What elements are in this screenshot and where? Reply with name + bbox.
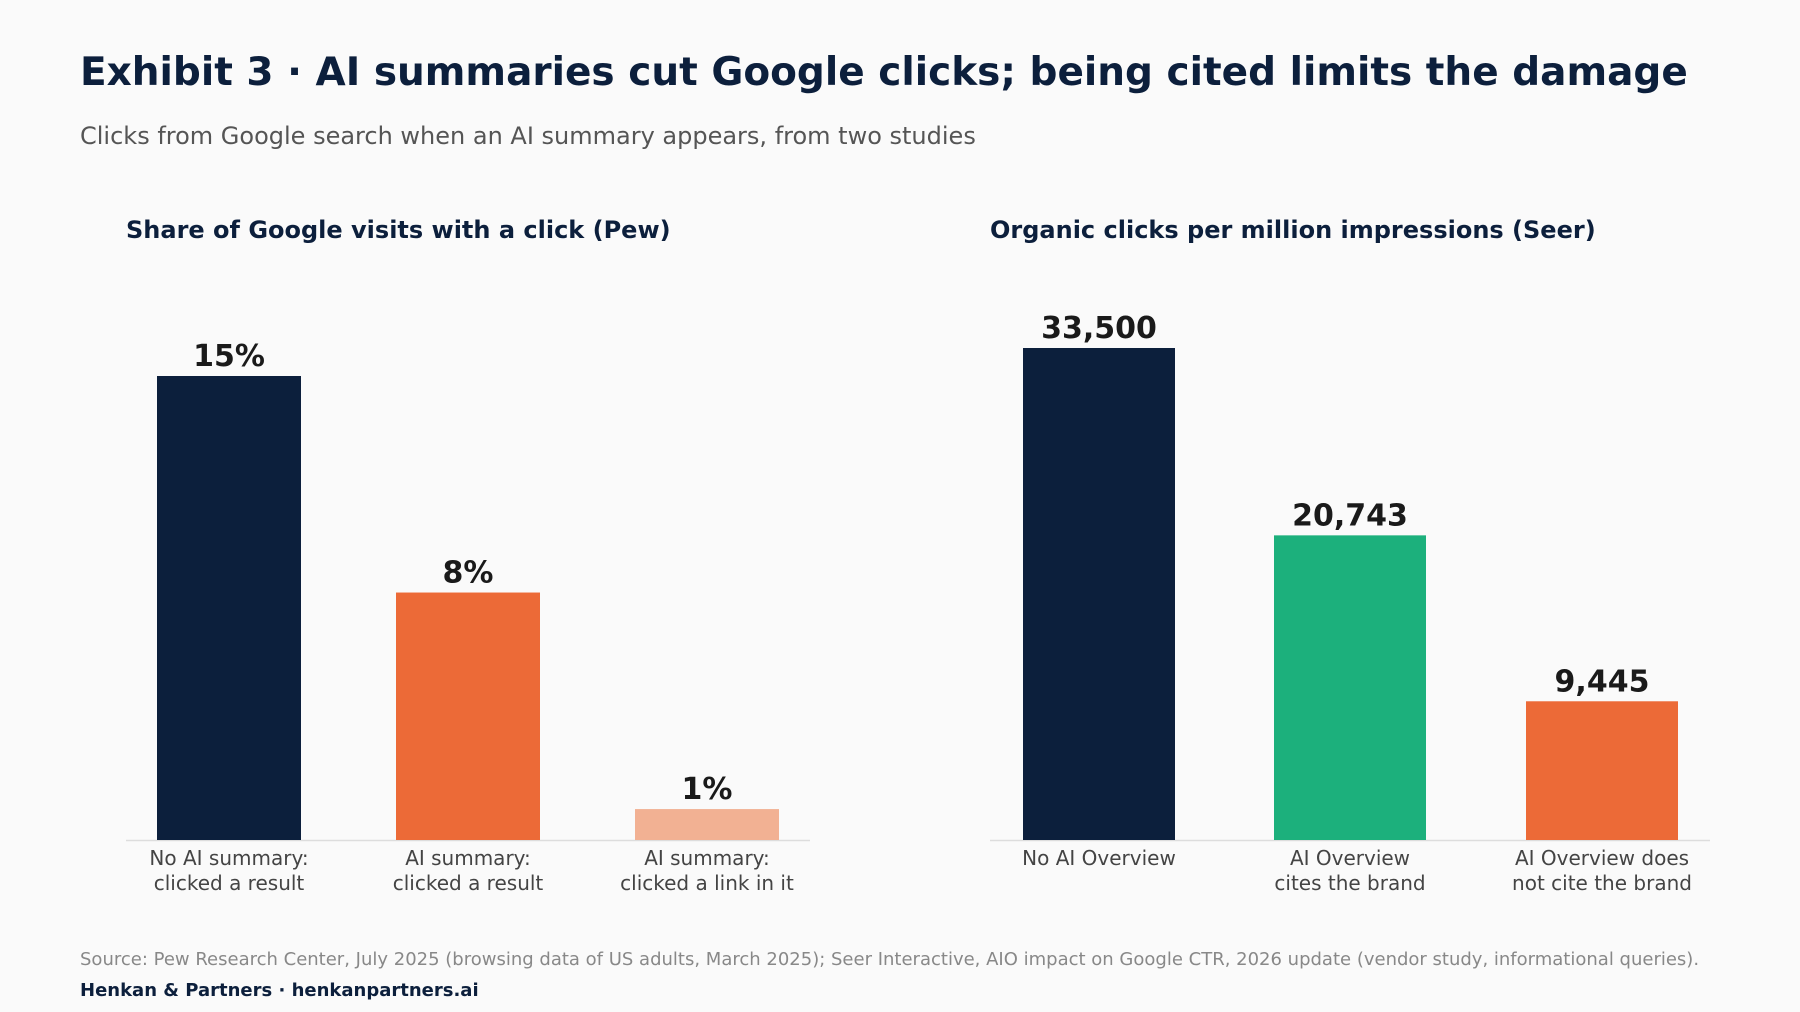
chart-pew: 15% No AI summary: clicked a result 8% AI su… [126, 339, 810, 895]
value-label-seer-3: 9,445 [1555, 664, 1650, 699]
bar-pew-1 [157, 376, 301, 840]
category-label-pew-2: AI summary: clicked a result [393, 846, 544, 895]
category-label-pew-3: AI summary: clicked a link in it [620, 846, 794, 895]
chart-pew-title: Share of Google visits with a click (Pew… [126, 216, 671, 244]
value-label-seer-2: 20,743 [1292, 498, 1408, 533]
bar-seer-2 [1274, 535, 1426, 840]
source-note: Source: Pew Research Center, July 2025 (… [80, 949, 1700, 970]
value-label-pew-3: 1% [682, 772, 733, 807]
chart-seer-title: Organic clicks per million impressions (… [990, 216, 1596, 244]
value-label-seer-1: 33,500 [1041, 311, 1157, 346]
category-label-seer-2: AI Overview cites the brand [1274, 846, 1425, 895]
bar-seer-3 [1526, 701, 1678, 840]
brand-footer: Henkan & Partners · henkanpartners.ai [80, 980, 479, 1001]
value-label-pew-2: 8% [443, 556, 494, 591]
page-subtitle: Clicks from Google search when an AI sum… [80, 122, 976, 150]
bar-pew-3 [635, 809, 779, 840]
page-title: Exhibit 3 · AI summaries cut Google clic… [80, 50, 1688, 95]
category-label-seer-3: AI Overview does not cite the brand [1512, 846, 1692, 895]
bar-seer-1 [1023, 348, 1175, 840]
bar-pew-2 [396, 592, 540, 840]
category-label-seer-1: No AI Overview [1022, 846, 1176, 870]
value-label-pew-1: 15% [193, 339, 265, 374]
category-label-pew-1: No AI summary: clicked a result [149, 846, 308, 895]
